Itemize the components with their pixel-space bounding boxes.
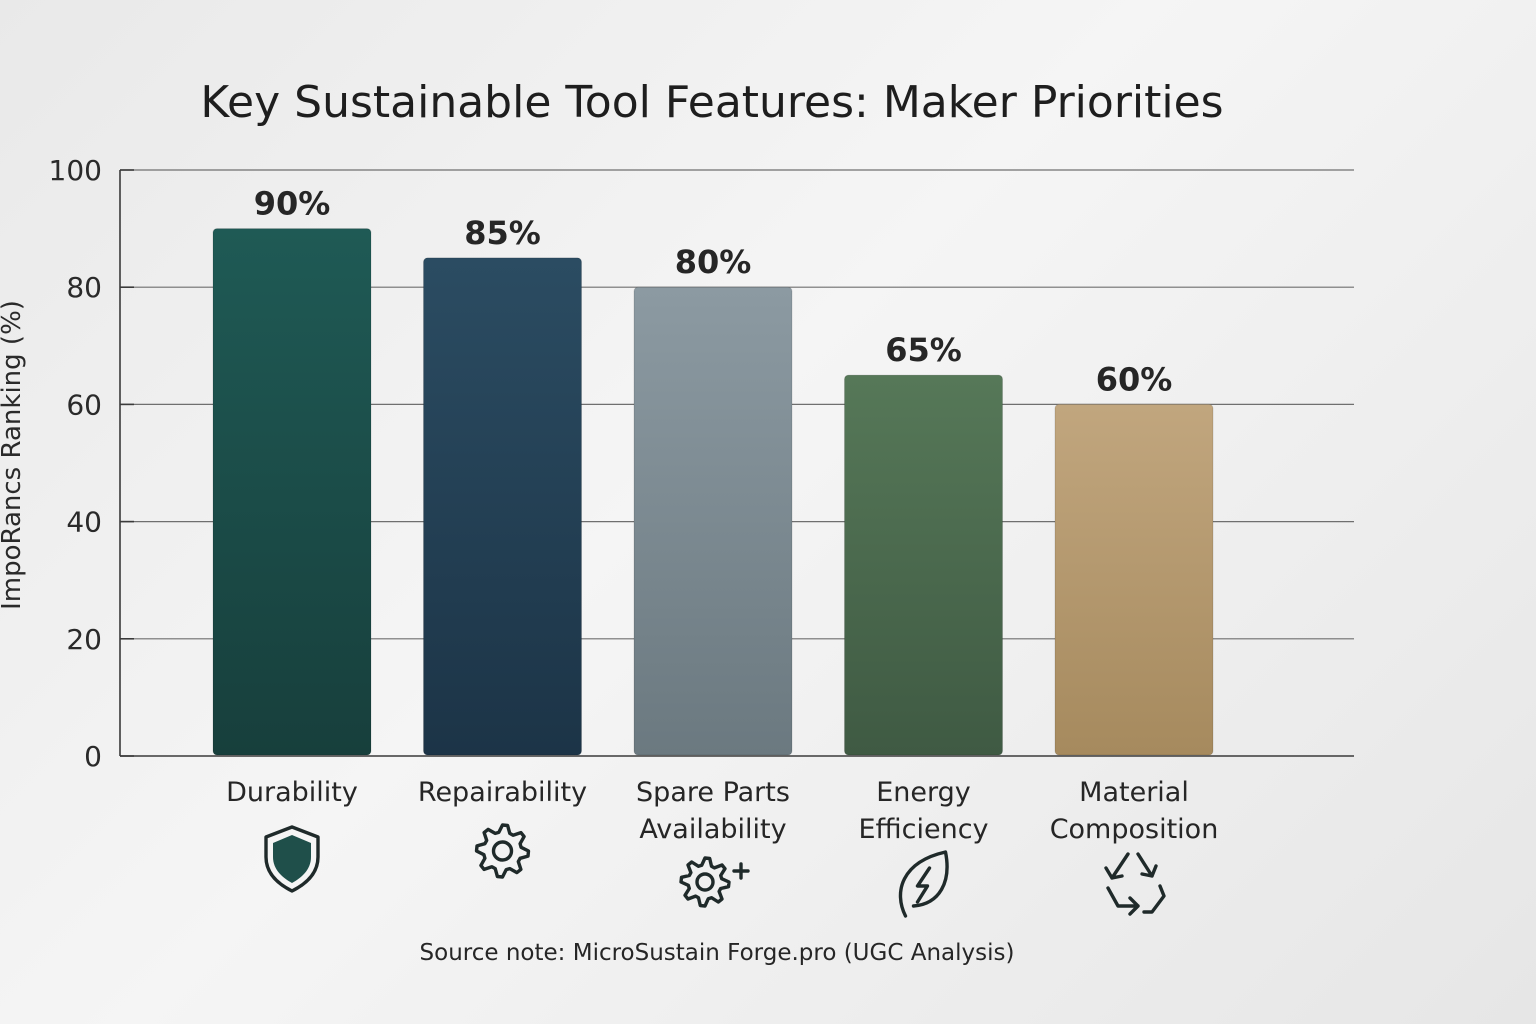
value-labels: 90% 85% 80% 65% 60% [254,185,1173,399]
chart-title: Key Sustainable Tool Features: Maker Pri… [200,77,1223,128]
category-labels: Durability Repairability Spare Parts Availa… [226,777,1218,845]
recycle-icon [1104,852,1166,916]
category-icons [264,823,1166,918]
bar-0 [212,228,372,756]
value-label: 90% [254,185,331,223]
value-label: 85% [464,214,541,252]
y-tick-label: 0 [84,740,102,773]
y-axis-label: ImpoRancs Ranking (%) [0,300,27,610]
value-label: 65% [885,331,962,369]
gear-plus-icon [679,856,750,908]
y-tick-label: 60 [66,388,102,421]
value-label: 60% [1096,360,1173,398]
y-tick-label: 80 [66,271,102,304]
category-label: Durability [226,777,358,808]
y-tick-label: 40 [66,506,102,539]
category-label: Efficiency [858,814,988,845]
gear-icon [474,823,531,879]
category-label: Repairability [418,777,587,808]
category-label: Material [1079,777,1189,808]
bars [212,228,1214,756]
bar-2 [633,286,793,756]
bar-1 [423,257,582,756]
bar-4 [1054,403,1214,756]
bar-3 [844,374,1003,756]
shield-icon [264,825,320,893]
y-tick-label: 100 [49,154,102,187]
category-label: Energy [876,777,971,808]
y-tick-label: 20 [66,623,102,656]
category-label: Spare Parts [636,777,790,808]
category-label: Availability [639,814,786,845]
source-note: Source note: MicroSustain Forge.pro (UGC… [420,940,1015,966]
value-label: 80% [675,243,752,281]
y-axis-ticks: 0 20 40 60 80 100 [49,154,102,773]
leaf-bolt-icon [898,850,949,918]
category-label: Composition [1050,814,1219,845]
